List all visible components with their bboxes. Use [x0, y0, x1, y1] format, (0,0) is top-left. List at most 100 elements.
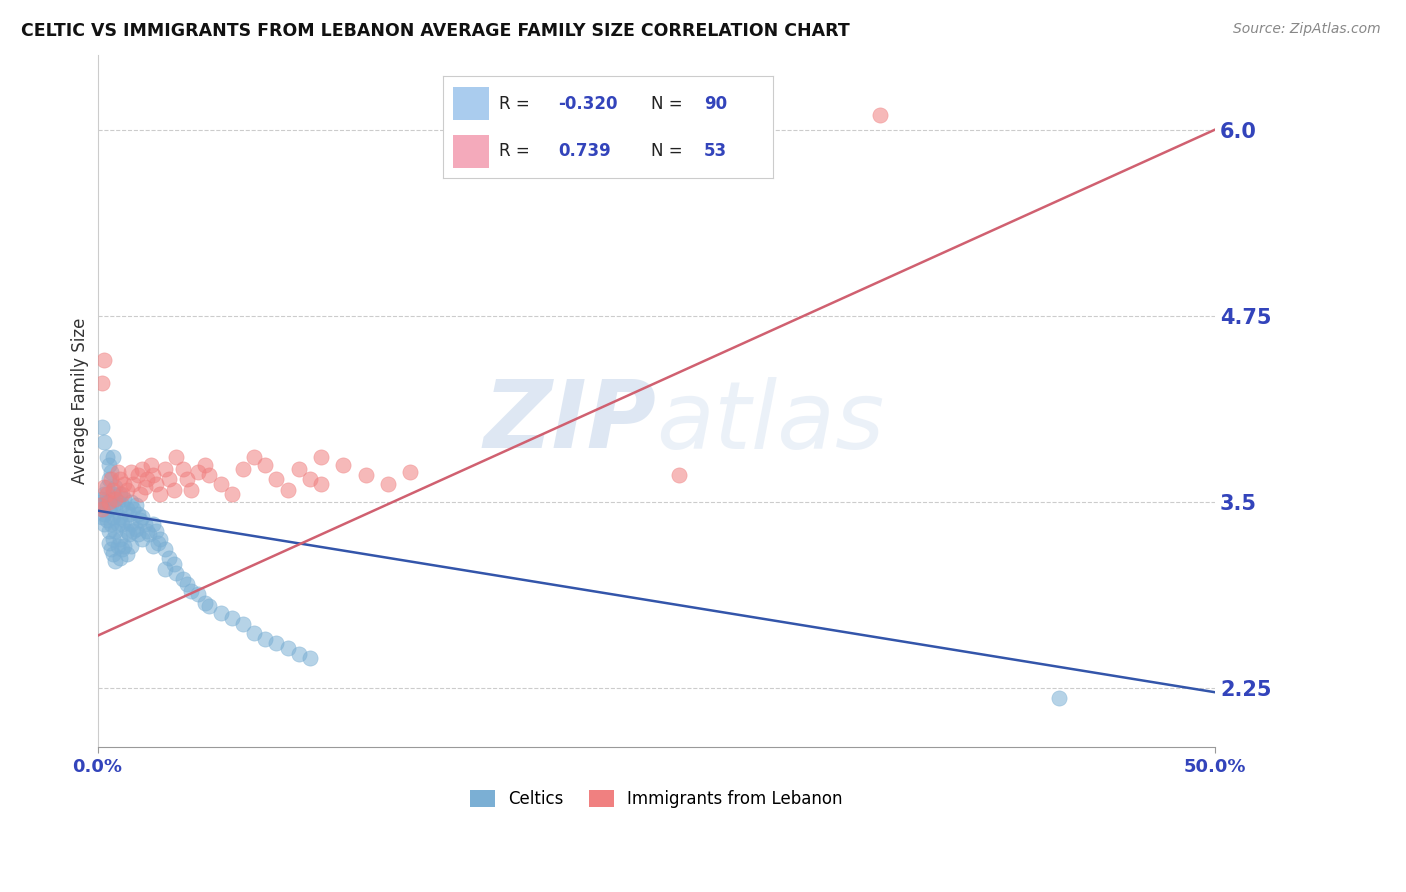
Point: [111, 487, 134, 501]
Text: N =: N =: [651, 95, 688, 112]
Point: [115, 524, 138, 539]
Point: [97, 494, 120, 508]
Point: [127, 507, 149, 521]
Point: [157, 472, 180, 486]
Point: [104, 524, 127, 539]
Point: [243, 625, 266, 640]
Point: [277, 640, 299, 655]
Point: [120, 517, 142, 532]
Point: [243, 450, 266, 464]
Point: [103, 547, 125, 561]
Point: [122, 502, 145, 516]
Text: 90: 90: [704, 95, 727, 112]
Point: [142, 540, 165, 554]
Point: [129, 512, 152, 526]
Point: [149, 532, 172, 546]
Point: [107, 465, 129, 479]
Point: [120, 465, 142, 479]
Point: [287, 647, 309, 661]
Point: [145, 476, 167, 491]
Text: -0.320: -0.320: [558, 95, 619, 112]
Point: [127, 527, 149, 541]
Point: [153, 542, 176, 557]
Point: [122, 476, 145, 491]
Point: [91, 502, 114, 516]
Point: [287, 462, 309, 476]
Point: [112, 512, 135, 526]
Point: [221, 611, 243, 625]
Point: [157, 551, 180, 566]
Point: [91, 420, 114, 434]
Point: [96, 512, 118, 526]
Point: [100, 472, 122, 486]
Text: CELTIC VS IMMIGRANTS FROM LEBANON AVERAGE FAMILY SIZE CORRELATION CHART: CELTIC VS IMMIGRANTS FROM LEBANON AVERAG…: [21, 22, 849, 40]
Point: [100, 517, 122, 532]
Point: [124, 522, 146, 536]
Text: atlas: atlas: [657, 376, 884, 467]
Point: [354, 467, 377, 482]
Point: [153, 562, 176, 576]
Point: [149, 487, 172, 501]
Point: [93, 480, 115, 494]
Point: [112, 476, 135, 491]
Point: [172, 572, 194, 586]
Point: [141, 458, 163, 472]
Point: [93, 507, 115, 521]
Point: [97, 502, 120, 516]
Point: [135, 524, 157, 539]
Point: [96, 480, 118, 494]
Point: [176, 472, 198, 486]
Point: [135, 472, 157, 486]
Point: [668, 467, 690, 482]
Point: [91, 491, 114, 506]
Point: [118, 507, 141, 521]
Point: [108, 509, 131, 524]
Point: [145, 524, 167, 539]
Point: [115, 502, 138, 516]
Text: R =: R =: [499, 142, 536, 160]
Point: [176, 576, 198, 591]
Point: [162, 558, 184, 572]
Point: [118, 527, 141, 541]
Point: [131, 509, 153, 524]
Point: [96, 450, 118, 464]
Point: [111, 517, 134, 532]
Point: [104, 491, 127, 506]
Point: [112, 540, 135, 554]
Point: [115, 483, 138, 497]
Text: Source: ZipAtlas.com: Source: ZipAtlas.com: [1233, 22, 1381, 37]
Point: [142, 467, 165, 482]
Point: [100, 542, 122, 557]
Text: R =: R =: [499, 95, 536, 112]
Point: [100, 498, 122, 512]
Point: [131, 532, 153, 546]
Point: [107, 494, 129, 508]
Point: [96, 487, 118, 501]
Point: [93, 353, 115, 368]
Text: 53: 53: [704, 142, 727, 160]
Y-axis label: Average Family Size: Average Family Size: [72, 318, 89, 484]
Point: [254, 458, 277, 472]
Point: [93, 517, 115, 532]
Point: [111, 542, 134, 557]
Point: [146, 536, 169, 550]
Point: [209, 607, 232, 621]
Point: [298, 651, 321, 665]
Point: [172, 462, 194, 476]
Legend: Celtics, Immigrants from Lebanon: Celtics, Immigrants from Lebanon: [464, 784, 849, 815]
Point: [104, 480, 127, 494]
Point: [103, 483, 125, 497]
Point: [129, 487, 152, 501]
Point: [104, 554, 127, 568]
Point: [124, 498, 146, 512]
Point: [97, 458, 120, 472]
Point: [115, 547, 138, 561]
Point: [134, 517, 156, 532]
Text: N =: N =: [651, 142, 688, 160]
Point: [266, 636, 288, 650]
Point: [108, 551, 131, 566]
Point: [112, 491, 135, 506]
Point: [97, 472, 120, 486]
Point: [107, 540, 129, 554]
Point: [89, 494, 111, 508]
